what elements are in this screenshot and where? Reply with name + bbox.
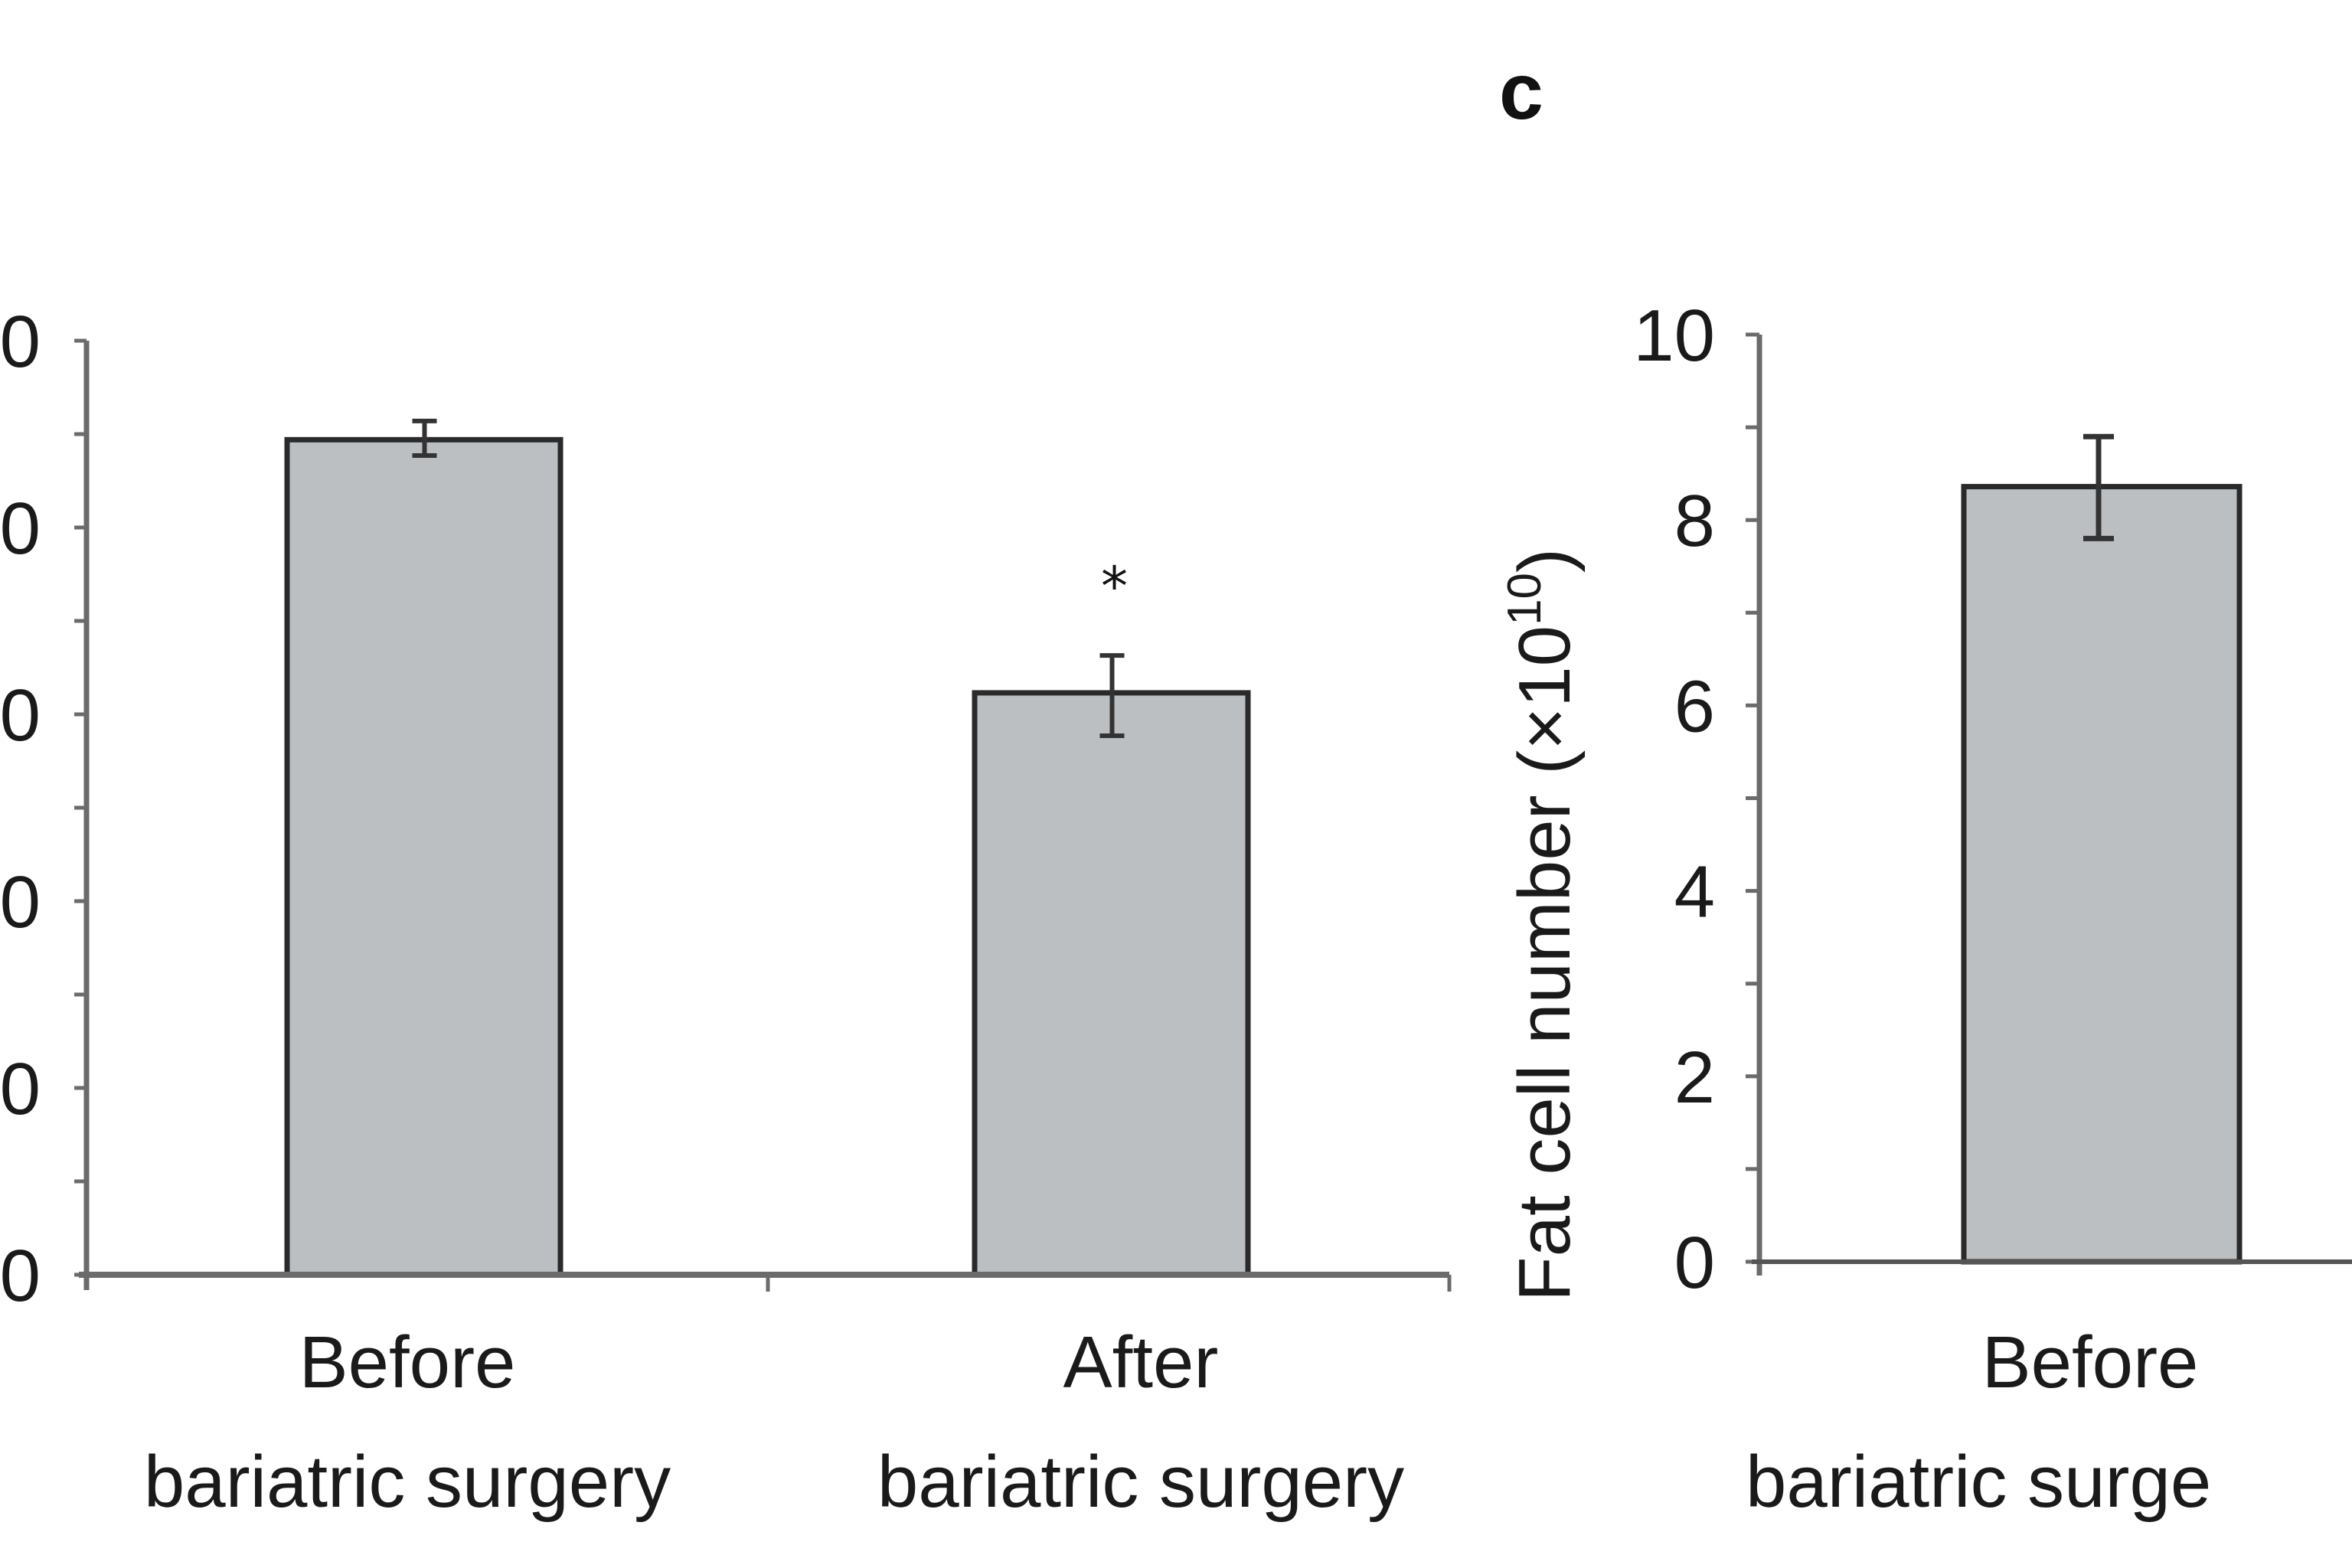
panel-label-c: c: [1499, 47, 1544, 136]
bar: [972, 690, 1251, 1278]
left-y-tick-label: 0: [0, 1048, 41, 1130]
left-y-axis-ticks: 0 0 0 0 0 0: [0, 301, 87, 1317]
right-y-axis-title-superscript: 10: [1498, 573, 1551, 626]
left-y-tick-label: 0: [0, 1235, 41, 1317]
category-label-line2: bariatric surge: [1746, 1441, 2211, 1523]
right-y-tick-label: 4: [1674, 851, 1715, 933]
right-bars: [1961, 433, 2243, 1265]
left-y-tick-label: 0: [0, 301, 41, 383]
right-y-axis-title: Fat cell number (×1010): [1498, 548, 1586, 1302]
category-label-line2: bariatric surgery: [877, 1441, 1404, 1523]
left-bars: *: [284, 418, 1251, 1278]
left-y-tick-label: 0: [0, 675, 41, 756]
right-y-axis-ticks: 0 2 4 6 8 10: [1633, 295, 1759, 1304]
left-y-tick-label: 0: [0, 488, 41, 570]
left-category-labels: Before bariatric surgery After bariatric su…: [144, 1321, 1404, 1523]
bar: [1961, 484, 2243, 1265]
bar: [284, 436, 564, 1278]
left-axes: [79, 341, 1452, 1292]
right-y-tick-label: 6: [1674, 665, 1715, 747]
right-y-tick-label: 2: [1674, 1037, 1715, 1119]
chart-left: 0 0 0 0 0 0 * Before bariatric surgery After bar…: [0, 301, 1452, 1523]
category-label-line1: Before: [299, 1321, 516, 1403]
significance-marker: *: [1101, 555, 1128, 618]
category-label-line1: After: [1063, 1321, 1219, 1403]
right-category-labels: Before bariatric surge: [1746, 1321, 2211, 1523]
right-y-tick-label: 8: [1674, 480, 1715, 562]
category-label-line2: bariatric surgery: [144, 1441, 671, 1523]
left-y-tick-label: 0: [0, 861, 41, 943]
right-y-axis-title-suffix: ): [1504, 548, 1586, 573]
right-y-tick-label: 10: [1633, 295, 1715, 377]
category-label-line1: Before: [1982, 1321, 2199, 1403]
right-y-tick-label: 0: [1674, 1222, 1715, 1304]
right-axes: [1752, 335, 2352, 1276]
right-y-axis-title-main: Fat cell number (×10: [1504, 626, 1586, 1302]
